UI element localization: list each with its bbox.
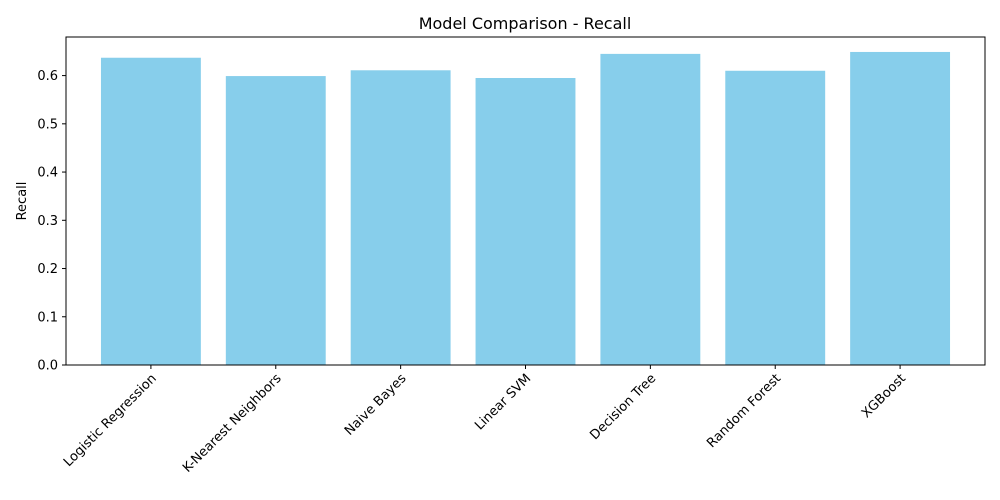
- x-tick-label: Random Forest: [704, 371, 784, 451]
- plot-frame: [65, 36, 986, 366]
- bar-xgboost: [850, 51, 951, 365]
- y-tick-label: 0.5: [37, 117, 58, 132]
- x-tick-label: Decision Tree: [587, 371, 659, 443]
- y-tick-label: 0.1: [37, 310, 58, 325]
- x-tick-label: XGBoost: [859, 371, 909, 421]
- y-tick-label: 0.0: [37, 359, 58, 374]
- x-tick-label: Linear SVM: [472, 371, 534, 433]
- y-tick-label: 0.3: [37, 214, 58, 229]
- bar-naive-bayes: [350, 70, 451, 366]
- y-axis-ticks: 0.0 0.1 0.2 0.3 0.4 0.5 0.6: [37, 69, 66, 374]
- bar-k-nearest-neighbors: [225, 76, 326, 365]
- y-tick-label: 0.2: [37, 262, 58, 277]
- x-tick-label: Naive Bayes: [342, 371, 410, 439]
- x-tick-label: Logistic Regression: [61, 371, 160, 470]
- bar-random-forest: [725, 70, 826, 365]
- y-tick-label: 0.4: [37, 166, 58, 181]
- chart-title: Model Comparison - Recall: [419, 14, 632, 33]
- y-tick-label: 0.6: [37, 69, 58, 84]
- x-tick-label: K-Nearest Neighbors: [180, 371, 285, 476]
- y-axis-label: Recall: [15, 182, 30, 221]
- x-axis-ticks: Logistic Regression K-Nearest Neighbors Na…: [61, 365, 909, 476]
- bar-decision-tree: [600, 53, 701, 365]
- bar-logistic-regression: [100, 57, 201, 365]
- bar-linear-svm: [475, 78, 576, 365]
- bars-group: [100, 51, 951, 366]
